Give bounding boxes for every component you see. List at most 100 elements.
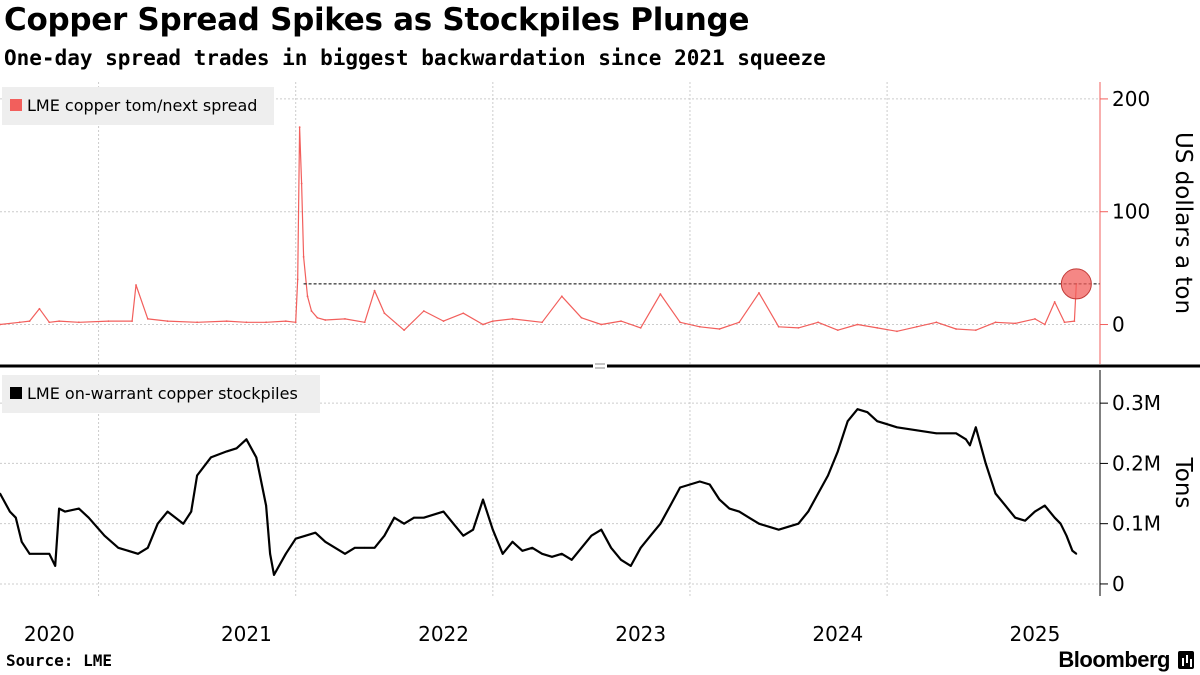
highlight-circle [1060,268,1092,300]
data-point-0-66 [1073,320,1076,323]
data-point-1-0 [0,492,1,495]
data-point-1-69 [728,507,731,510]
ytick-label-0-2: 200 [1112,87,1150,111]
data-point-0-50 [797,327,800,329]
data-point-1-11 [103,534,106,537]
data-point-1-82 [866,411,869,414]
data-point-0-52 [836,329,839,332]
data-point-1-34 [353,546,356,549]
data-point-1-15 [156,522,159,525]
data-point-0-26 [344,317,346,320]
data-point-0-42 [639,327,642,329]
ytick-label-1-3: 0.3M [1112,391,1161,415]
data-point-1-68 [718,498,721,501]
data-point-1-27 [273,574,275,576]
data-point-1-72 [758,522,760,525]
data-point-1-87 [935,432,938,435]
data-point-1-21 [225,450,228,453]
data-point-1-75 [797,522,800,525]
legend-swatch-0 [10,99,22,111]
data-point-0-62 [1034,317,1036,320]
data-point-0-60 [994,321,997,324]
data-point-1-51 [531,546,534,549]
data-point-1-73 [777,528,780,531]
data-point-1-76 [807,510,810,513]
data-point-1-10 [87,516,90,519]
label-layer: 0 100 200 US dollars a ton LME copper tom/ne… [2,87,1196,646]
data-point-0-37 [541,321,544,324]
data-point-0-65 [1063,321,1066,324]
series-line-0 [0,126,1077,332]
data-point-1-60 [629,564,632,567]
data-point-1-23 [245,438,248,441]
data-point-0-2 [28,320,31,323]
data-point-0-4 [48,321,51,324]
data-point-0-18 [296,278,299,281]
data-point-1-33 [344,552,346,555]
data-point-1-67 [708,483,711,486]
data-point-1-5 [48,552,51,555]
data-point-0-0 [0,323,1,326]
data-point-1-54 [560,552,563,555]
data-point-0-46 [718,328,721,330]
divider-handle [593,361,607,371]
legend-swatch-1 [10,387,22,399]
data-point-1-42 [442,510,445,513]
data-point-1-91 [974,426,977,429]
data-point-0-27 [363,321,366,324]
series-layer [0,126,1100,576]
data-point-1-20 [210,456,212,459]
data-point-0-24 [316,316,319,319]
data-point-1-83 [876,420,879,423]
data-point-1-7 [58,507,61,510]
data-point-1-16 [166,510,169,513]
data-point-1-2 [14,516,17,519]
data-point-0-59 [974,329,977,332]
data-point-0-51 [817,321,820,324]
data-point-1-70 [738,510,741,513]
data-point-1-18 [190,510,193,513]
data-point-1-96 [1024,519,1026,522]
source-note: Source: LME [6,651,112,670]
data-point-1-63 [659,522,662,525]
ytick-label-0-1: 100 [1112,200,1150,224]
x-tick-label-3: 2023 [615,622,666,646]
data-point-1-44 [462,534,465,537]
grid-layer [0,82,1100,596]
data-point-1-24 [255,456,258,459]
data-point-1-25 [265,504,268,507]
data-point-1-39 [403,522,406,525]
data-point-1-47 [491,528,494,531]
data-point-0-40 [600,323,603,326]
data-point-1-102 [1071,549,1074,552]
data-point-0-25 [324,319,327,321]
data-point-0-20 [300,182,303,185]
data-point-0-44 [679,321,682,324]
data-point-0-36 [511,317,514,320]
data-point-1-50 [521,549,524,552]
data-point-1-46 [482,498,484,501]
data-point-1-26 [269,552,271,555]
data-point-1-12 [117,546,120,549]
data-point-0-8 [131,320,133,323]
ytick-label-0-0: 0 [1112,313,1125,337]
data-point-1-56 [590,534,593,537]
data-point-1-81 [856,408,859,411]
legend-box-0 [2,87,274,125]
data-point-0-58 [955,328,957,330]
data-point-1-97 [1034,510,1036,513]
data-point-0-49 [777,325,780,328]
data-point-1-85 [896,426,898,429]
x-tick-label-5: 2025 [1009,622,1060,646]
data-point-1-53 [551,555,553,558]
data-point-1-65 [679,486,682,489]
data-point-1-94 [1004,504,1007,507]
x-tick-label-1: 2021 [221,622,272,646]
data-point-1-13 [137,552,139,555]
data-point-1-88 [955,432,957,435]
x-tick-label-2: 2022 [418,622,469,646]
data-point-1-55 [570,558,573,561]
data-point-0-9 [135,284,137,286]
data-point-1-89 [965,438,967,441]
